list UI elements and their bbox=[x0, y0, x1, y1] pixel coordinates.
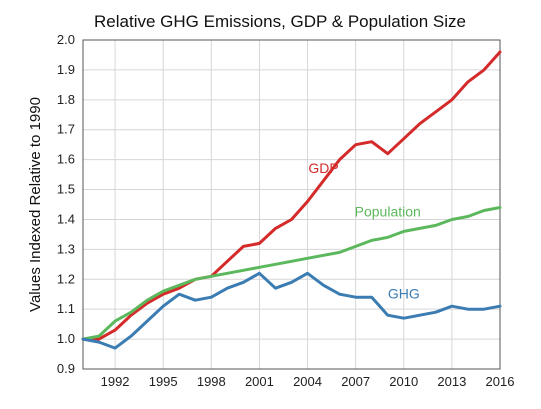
x-tick-label: 2001 bbox=[245, 374, 274, 389]
x-tick-label: 2016 bbox=[486, 374, 515, 389]
y-tick-label: 1.8 bbox=[57, 92, 75, 107]
y-tick-label: 1.4 bbox=[57, 211, 75, 226]
y-tick-label: 0.9 bbox=[57, 361, 75, 376]
y-axis-label: Values Indexed Relative to 1990 bbox=[27, 97, 44, 312]
series-line-ghg bbox=[81, 271, 502, 350]
y-tick-label: 1.6 bbox=[57, 152, 75, 167]
x-tick-label: 1998 bbox=[197, 374, 226, 389]
series-line-gdp bbox=[81, 50, 502, 341]
y-tick-label: 1.3 bbox=[57, 241, 75, 256]
y-tick-label: 1.9 bbox=[57, 62, 75, 77]
x-tick-label: 1992 bbox=[101, 374, 130, 389]
y-tick-label: 1.7 bbox=[57, 122, 75, 137]
x-tick-label: 1995 bbox=[149, 374, 178, 389]
y-tick-label: 1.1 bbox=[57, 301, 75, 316]
series-lines bbox=[81, 50, 502, 350]
series-label-ghg: GHG bbox=[388, 286, 420, 302]
series-label-population: Population bbox=[355, 203, 421, 219]
series-labels: GDP Population GHG bbox=[308, 160, 420, 302]
x-axis-ticks: 1992 1995 1998 2001 2004 2007 2010 2013 2016 bbox=[101, 374, 515, 389]
x-tick-label: 2010 bbox=[389, 374, 418, 389]
y-tick-label: 1.0 bbox=[57, 331, 75, 346]
y-tick-label: 2.0 bbox=[57, 32, 75, 47]
plot-frame bbox=[82, 39, 501, 370]
grid-lines bbox=[83, 39, 501, 370]
series-line-population bbox=[81, 206, 502, 341]
x-tick-label: 2013 bbox=[437, 374, 466, 389]
x-tick-label: 2007 bbox=[341, 374, 370, 389]
y-tick-label: 1.5 bbox=[57, 182, 75, 197]
y-axis-ticks: 0.9 1.0 1.1 1.2 1.3 1.4 1.5 1.6 1.7 1.8 1.9 2.0 bbox=[57, 32, 75, 376]
y-tick-label: 1.2 bbox=[57, 271, 75, 286]
series-label-gdp: GDP bbox=[308, 160, 338, 176]
chart-title: Relative GHG Emissions, GDP & Population… bbox=[94, 12, 466, 31]
x-tick-label: 2004 bbox=[293, 374, 322, 389]
